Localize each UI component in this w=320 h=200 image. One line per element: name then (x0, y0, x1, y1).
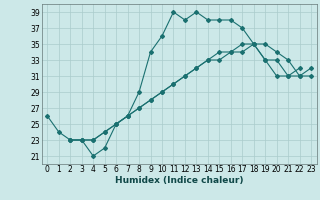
X-axis label: Humidex (Indice chaleur): Humidex (Indice chaleur) (115, 176, 244, 185)
